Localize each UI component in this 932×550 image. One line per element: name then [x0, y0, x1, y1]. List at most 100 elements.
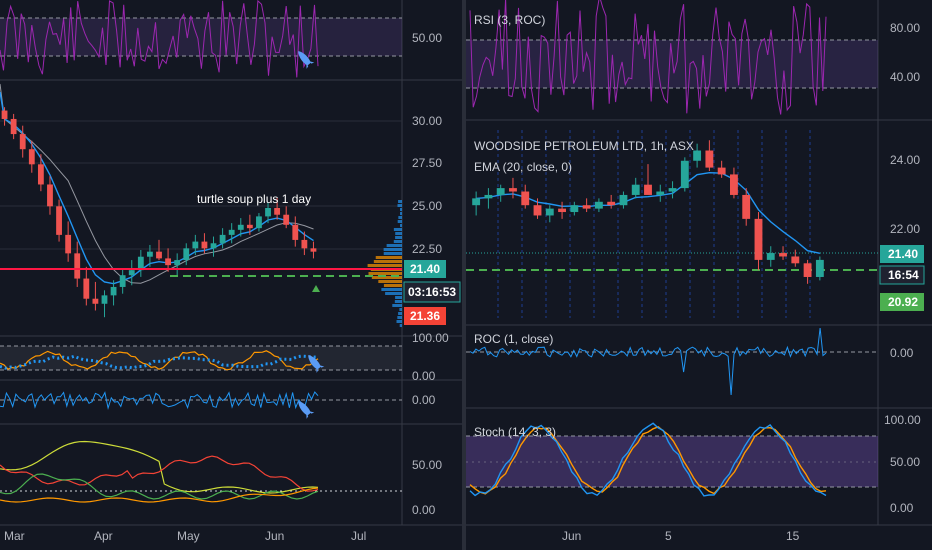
volume-profile-bar — [398, 312, 402, 315]
right-candle — [803, 263, 812, 277]
left-osc1-band — [0, 346, 402, 370]
volume-profile-bar — [397, 316, 402, 319]
volume-profile-bar — [385, 292, 402, 295]
left-osc1-tick: 100.00 — [412, 331, 449, 345]
right-candle — [668, 188, 677, 192]
left-roc-panel: 0.00 — [0, 391, 436, 419]
left-x-axis: Mar Apr May Jun Jul — [0, 524, 462, 543]
left-candle — [101, 295, 108, 304]
volume-profile-bar — [371, 276, 402, 279]
right-x-tick: 15 — [786, 529, 800, 543]
right-rsi-panel: RSI (3, ROC) 80.00 40.00 — [466, 0, 920, 115]
right-rsi-tick: 40.00 — [890, 70, 920, 84]
left-rsi-line — [0, 0, 319, 78]
left-sma-line — [0, 83, 314, 284]
volume-profile-bar — [375, 256, 402, 259]
right-candle — [496, 188, 505, 195]
volume-profile-bar — [393, 228, 402, 231]
left-price-tick: 30.00 — [412, 114, 442, 128]
right-candle — [680, 160, 689, 189]
left-roc-line — [0, 391, 319, 410]
left-osc2-tick: 0.00 — [412, 503, 436, 517]
left-candle — [201, 241, 208, 249]
right-price-tick: 22.00 — [890, 222, 920, 236]
left-candle — [137, 256, 144, 271]
left-price-panel: turtle soup plus 1 day 30.00 27.50 25.00… — [0, 83, 461, 327]
right-rsi-title: RSI (3, ROC) — [474, 13, 545, 27]
volume-profile-bar — [373, 260, 402, 263]
left-countdown-tag-bg — [403, 281, 461, 303]
right-candle — [594, 201, 603, 209]
left-candle — [165, 258, 171, 266]
left-candle — [283, 214, 290, 225]
volume-profile-bar — [396, 320, 402, 323]
left-rsi-tick: 50.00 — [412, 31, 442, 45]
right-stoch-title: Stoch (14, 3, 3) — [474, 425, 556, 439]
right-candle — [742, 194, 751, 219]
left-osc1-panel: 100.00 0.00 — [0, 331, 449, 383]
left-candle — [83, 278, 90, 299]
right-candle — [570, 205, 579, 213]
right-stoch-panel: Stoch (14, 3, 3) 100.00 50.00 0.00 — [466, 413, 921, 515]
left-candle — [237, 224, 244, 230]
volume-profile-bar — [400, 212, 402, 215]
volume-profile-bar — [400, 224, 402, 227]
left-candle — [56, 206, 62, 235]
right-candle — [545, 208, 554, 216]
right-rsi-band — [466, 40, 878, 88]
left-osc2-red-line — [0, 455, 319, 492]
volume-profile-bar — [397, 220, 402, 223]
right-candle — [533, 205, 542, 216]
left-candle — [265, 208, 271, 217]
volume-profile-bar — [381, 288, 402, 291]
right-candle — [631, 184, 640, 195]
left-x-tick: Jun — [265, 529, 284, 543]
left-candles — [1, 107, 317, 318]
volume-profile-bar — [383, 248, 402, 251]
rocket-icon — [298, 401, 315, 419]
volume-profile-bar — [394, 300, 402, 303]
left-osc2-panel: 50.00 0.00 — [0, 440, 442, 517]
left-candle — [174, 260, 181, 266]
left-candle — [47, 184, 53, 207]
left-countdown-tag: 03:16:53 — [408, 285, 456, 299]
right-candle — [791, 256, 800, 264]
right-candle — [693, 150, 702, 161]
rocket-icon — [308, 355, 325, 373]
volume-profile-bar — [399, 308, 402, 311]
right-candles — [472, 140, 824, 284]
left-candle — [37, 164, 44, 185]
volume-profile-bar — [398, 216, 402, 219]
left-osc1-tick: 0.00 — [412, 369, 436, 383]
volume-profile-bar — [392, 304, 402, 307]
rocket-icon — [298, 51, 315, 69]
volume-profile-bar — [383, 252, 402, 255]
right-candle — [766, 253, 775, 260]
right-stoch-tick: 50.00 — [890, 455, 920, 469]
right-roc-line — [469, 327, 827, 396]
right-last-price-tag-bg — [880, 245, 924, 263]
left-candle — [292, 224, 299, 240]
right-stoch-tick: 100.00 — [884, 413, 921, 427]
left-osc1-orange-line — [0, 350, 319, 371]
right-price-panel: WOODSIDE PETROLEUM LTD, 1h, ASX EMA (20,… — [466, 130, 925, 318]
left-x-tick: Jul — [351, 529, 366, 543]
left-candle — [1, 110, 8, 119]
left-candle — [210, 243, 217, 249]
left-candle — [156, 251, 162, 259]
left-candle — [10, 118, 17, 135]
right-x-tick: 5 — [665, 529, 672, 543]
right-candle — [607, 201, 616, 206]
left-annotation: turtle soup plus 1 day — [197, 192, 311, 206]
left-candle — [310, 248, 317, 252]
left-osc2-orange-line — [0, 487, 319, 503]
left-candle — [301, 239, 308, 249]
left-candle — [119, 275, 126, 287]
left-osc2-green-line — [0, 473, 319, 500]
right-candle — [558, 208, 566, 213]
right-candle — [705, 150, 714, 168]
right-roc-tick: 0.00 — [890, 346, 914, 360]
left-candle — [92, 298, 99, 304]
